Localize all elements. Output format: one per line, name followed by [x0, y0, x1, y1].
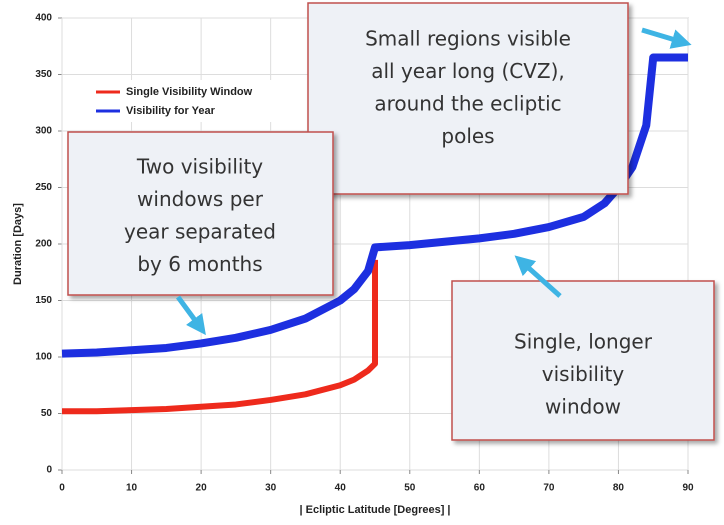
annotation-text: windows per — [137, 187, 264, 211]
y-tick-label: 400 — [35, 13, 52, 24]
series-line — [62, 259, 378, 415]
annotation-text: Small regions visible — [365, 27, 571, 51]
y-tick-label: 300 — [35, 126, 52, 137]
arrow — [514, 255, 562, 298]
legend-label: Single Visibility Window — [126, 86, 253, 98]
annotation-text: by 6 months — [137, 252, 262, 276]
y-tick-label: 50 — [41, 408, 53, 419]
annotation-text: all year long (CVZ), — [371, 59, 565, 83]
x-tick-label: 20 — [196, 483, 208, 494]
x-tick-label: 40 — [335, 483, 347, 494]
x-axis-label: | Ecliptic Latitude [Degrees] | — [299, 504, 450, 516]
annotations: Small regions visible all year long (CVZ)… — [67, 2, 715, 441]
arrow — [175, 295, 206, 336]
legend-box — [88, 80, 298, 122]
x-tick-label: 30 — [265, 483, 277, 494]
legend-label: Visibility for Year — [126, 105, 216, 117]
x-tick-label: 80 — [613, 483, 625, 494]
x-tick-label: 70 — [543, 483, 555, 494]
x-tick-label: 60 — [474, 483, 486, 494]
arrow — [641, 27, 692, 49]
y-tick-label: 0 — [46, 465, 52, 476]
y-tick-label: 150 — [35, 295, 52, 306]
legend: Single Visibility Window Visibility for Y… — [88, 80, 298, 122]
annotation-text: around the ecliptic — [374, 92, 561, 116]
y-tick-label: 250 — [35, 182, 52, 193]
annotation-box — [451, 280, 715, 441]
x-tick-label: 50 — [404, 483, 416, 494]
annotation-text: visibility — [542, 362, 625, 386]
annotation-text: year separated — [124, 220, 276, 244]
annotation-text: Two visibility — [136, 155, 263, 179]
annotation-text: Single, longer — [514, 330, 653, 354]
x-tick-label: 10 — [126, 483, 138, 494]
x-tick-label: 0 — [59, 483, 65, 494]
x-tick-label: 90 — [682, 483, 694, 494]
annotation-box — [307, 2, 629, 195]
annotation-text: window — [545, 395, 621, 419]
y-tick-label: 200 — [35, 239, 52, 250]
y-axis-label: Duration [Days] — [12, 203, 24, 285]
y-tick-label: 350 — [35, 69, 52, 80]
annotation-box — [67, 131, 334, 296]
y-tick-label: 100 — [35, 352, 52, 363]
annotation-text: poles — [441, 124, 494, 148]
